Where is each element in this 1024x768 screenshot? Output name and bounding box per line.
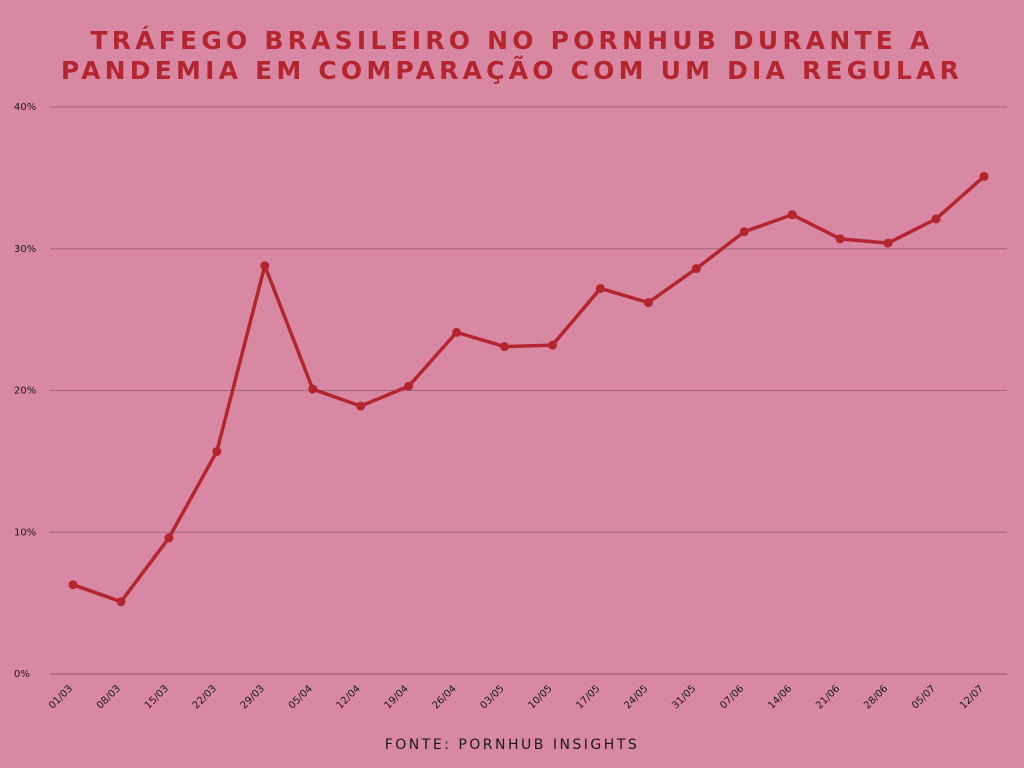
data-point: [500, 342, 510, 352]
x-tick-label: 21/06: [814, 683, 842, 711]
x-tick-label: 05/04: [287, 683, 315, 711]
x-tick-label: 24/05: [622, 683, 650, 711]
y-tick-label: 0%: [14, 669, 30, 680]
x-tick-label: 01/03: [47, 683, 75, 711]
x-tick-label: 10/05: [526, 683, 554, 711]
data-point: [643, 298, 653, 308]
x-tick-label: 15/03: [143, 683, 171, 711]
chart-title: TRÁFEGO BRASILEIRO NO PORNHUB DURANTE A …: [0, 26, 1024, 86]
x-tick-label: 26/04: [431, 683, 459, 711]
y-tick-label: 40%: [14, 102, 36, 113]
x-tick-label: 12/04: [335, 683, 363, 711]
data-point: [452, 327, 462, 337]
data-point: [164, 533, 174, 543]
x-tick-label: 05/07: [910, 683, 938, 711]
data-point: [787, 210, 797, 220]
data-point: [116, 597, 126, 607]
data-point: [547, 340, 557, 350]
x-tick-label: 07/06: [718, 683, 746, 711]
data-point: [691, 264, 701, 274]
data-point: [883, 238, 893, 248]
data-point: [212, 446, 222, 456]
x-tick-label: 28/06: [862, 683, 890, 711]
y-tick-label: 20%: [14, 386, 36, 397]
chart-title-line-1: TRÁFEGO BRASILEIRO NO PORNHUB DURANTE A: [90, 26, 934, 55]
x-tick-label: 17/05: [574, 683, 602, 711]
x-tick-label: 22/03: [191, 683, 219, 711]
data-point: [595, 283, 605, 293]
x-tick-label: 31/05: [670, 683, 698, 711]
data-point: [835, 234, 845, 244]
source-footer: FONTE: PORNHUB INSIGHTS: [384, 737, 640, 753]
y-tick-label: 30%: [14, 244, 36, 255]
data-point: [260, 261, 270, 271]
chart-title-line-2: PANDEMIA EM COMPARAÇÃO COM UM DIA REGULA…: [60, 56, 964, 85]
x-tick-label: 12/07: [958, 683, 986, 711]
data-point: [931, 214, 941, 224]
x-tick-label: 19/04: [383, 683, 411, 711]
y-tick-label: 10%: [14, 527, 36, 538]
x-tick-label: 03/05: [478, 683, 506, 711]
x-tick-label: 14/06: [766, 683, 794, 711]
data-point: [739, 227, 749, 237]
data-point: [979, 171, 989, 181]
data-point: [404, 381, 414, 391]
x-tick-label: 08/03: [95, 683, 123, 711]
series-line: [71, 174, 986, 604]
data-point: [68, 580, 78, 590]
data-point: [308, 384, 318, 394]
data-point: [356, 401, 366, 411]
x-tick-label: 29/03: [239, 683, 267, 711]
